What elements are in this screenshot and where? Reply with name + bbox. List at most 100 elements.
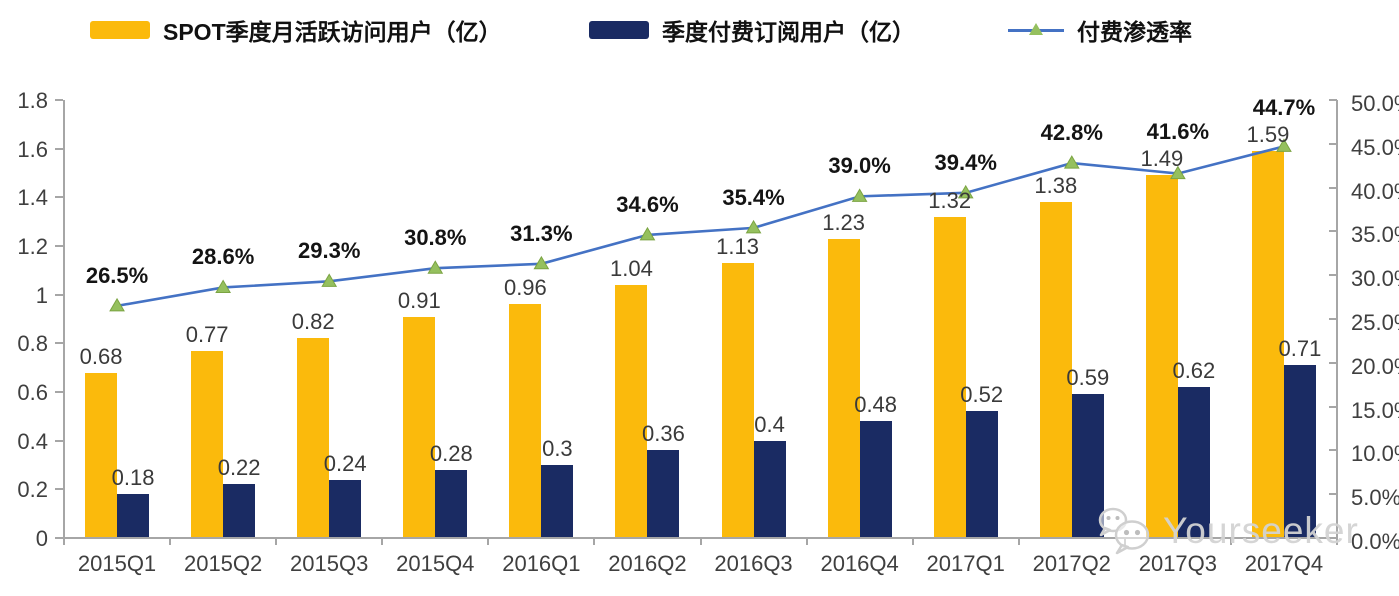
right-axis-tick-label: 45.0% xyxy=(1351,134,1399,160)
left-axis-tick-label: 1.2 xyxy=(17,234,48,259)
mau-value-label: 0.96 xyxy=(503,275,547,301)
penetration-label: 29.3% xyxy=(298,238,361,264)
right-axis-tick-label: 5.0% xyxy=(1351,485,1399,511)
x-axis-label: 2015Q4 xyxy=(396,551,475,576)
subs-value-label: 0.71 xyxy=(1278,336,1322,362)
right-axis-tick-label: 40.0% xyxy=(1351,178,1399,204)
left-axis-tick-label: 0.4 xyxy=(17,428,48,454)
x-axis-tick xyxy=(275,539,278,545)
subs-value-label: 0.3 xyxy=(542,436,573,461)
mau-bar-swatch xyxy=(90,21,150,39)
right-axis-tick xyxy=(1329,230,1337,233)
x-axis-tick xyxy=(1017,539,1020,545)
left-axis-tick xyxy=(55,245,63,247)
triangle-marker-icon xyxy=(639,226,656,241)
mau-bar xyxy=(85,372,118,538)
right-axis-tick xyxy=(1329,142,1337,145)
subs-value-label: 0.62 xyxy=(1172,358,1216,384)
triangle-marker-icon xyxy=(215,279,231,293)
subs-bar xyxy=(1177,387,1210,538)
triangle-marker-icon xyxy=(427,260,444,274)
subs-value-label: 0.22 xyxy=(217,455,261,481)
mau-value-label: 0.82 xyxy=(291,309,335,335)
right-axis-tick xyxy=(1329,186,1337,189)
subs-value-label: 0.48 xyxy=(854,392,898,418)
right-axis-tick-label: 20.0% xyxy=(1351,353,1399,379)
mau-value-label: 1.38 xyxy=(1034,173,1078,199)
mau-bar xyxy=(509,304,542,538)
subs-value-label: 0.28 xyxy=(429,440,473,466)
right-axis-tick xyxy=(1329,493,1337,496)
penetration-label: 44.7% xyxy=(1252,95,1316,121)
watermark: Yourseeker xyxy=(1093,505,1359,557)
x-axis-tick xyxy=(911,539,914,545)
x-axis-label: 2016Q4 xyxy=(820,551,899,576)
x-axis-label: 2016Q1 xyxy=(502,551,581,576)
penetration-label: 39.4% xyxy=(934,149,997,175)
penetration-label: 30.8% xyxy=(404,225,467,251)
left-axis-tick-label: 0.2 xyxy=(17,477,48,503)
penetration-label: 34.6% xyxy=(616,191,679,217)
left-axis-tick-label: 1.8 xyxy=(17,88,48,113)
triangle-marker-icon xyxy=(1029,23,1043,35)
legend-item-subs: 季度付费订阅用户（亿） xyxy=(589,17,915,45)
penetration-label: 31.3% xyxy=(510,220,573,246)
left-axis-tick xyxy=(55,439,63,442)
left-axis-tick xyxy=(55,488,63,491)
triangle-marker-icon xyxy=(1063,155,1080,169)
mau-value-label: 1.13 xyxy=(716,234,759,260)
subs-value-label: 0.59 xyxy=(1066,365,1110,391)
penetration-label: 26.5% xyxy=(85,262,149,288)
x-axis-tick xyxy=(805,539,808,545)
legend-mau-label: SPOT季度月活跃访问用户（亿） xyxy=(163,19,502,45)
left-axis-tick-label: 1.6 xyxy=(17,136,48,162)
mau-bar xyxy=(191,350,224,538)
left-axis-tick xyxy=(55,537,63,539)
penetration-line-swatch xyxy=(1008,19,1064,41)
right-axis-tick-label: 0.0% xyxy=(1351,529,1399,554)
mau-value-label: 0.91 xyxy=(397,287,441,313)
left-axis-tick-label: 1.4 xyxy=(17,185,48,211)
x-axis-label: 2017Q3 xyxy=(1138,551,1218,576)
penetration-label: 35.4% xyxy=(722,184,785,210)
x-axis-line xyxy=(63,537,1338,539)
legend-penetration-label: 付费渗透率 xyxy=(1077,19,1192,45)
mau-value-label: 0.68 xyxy=(79,343,123,369)
mau-bar xyxy=(933,216,966,538)
left-axis-line xyxy=(63,100,65,538)
mau-bar xyxy=(721,263,754,538)
mau-bar xyxy=(827,238,860,538)
x-axis-tick xyxy=(1336,539,1338,545)
penetration-label: 42.8% xyxy=(1040,120,1103,146)
triangle-marker-icon xyxy=(109,297,125,312)
subs-bar xyxy=(541,465,574,538)
subs-bar xyxy=(1283,365,1316,538)
x-axis-label: 2017Q4 xyxy=(1244,551,1324,576)
left-axis-tick xyxy=(55,196,63,199)
penetration-label: 28.6% xyxy=(191,244,255,270)
subs-bar xyxy=(435,469,468,538)
right-axis-tick-label: 10.0% xyxy=(1351,441,1399,467)
wechat-icon xyxy=(1098,507,1150,555)
subs-bar xyxy=(329,479,362,538)
right-axis-tick xyxy=(1329,449,1337,452)
x-axis-label: 2015Q1 xyxy=(77,551,157,576)
subs-bar xyxy=(753,440,786,538)
subs-bar xyxy=(859,421,892,538)
left-axis-tick-label: 0 xyxy=(35,526,48,551)
subs-value-label: 0.36 xyxy=(642,421,685,447)
right-axis-tick-label: 25.0% xyxy=(1351,310,1399,335)
mau-value-label: 1.04 xyxy=(610,255,653,281)
x-axis-tick xyxy=(593,539,596,545)
left-axis-tick-label: 0.8 xyxy=(17,331,48,357)
right-axis-tick-label: 35.0% xyxy=(1351,222,1399,248)
right-axis-tick xyxy=(1329,99,1337,101)
mau-value-label: 1.32 xyxy=(928,187,972,213)
legend-item-mau: SPOT季度月活跃访问用户（亿） xyxy=(90,17,502,45)
right-axis-tick xyxy=(1329,537,1337,539)
mau-bar xyxy=(403,316,436,538)
subs-bar xyxy=(965,411,998,538)
x-axis-tick xyxy=(169,539,172,545)
mau-value-label: 0.77 xyxy=(185,321,229,347)
